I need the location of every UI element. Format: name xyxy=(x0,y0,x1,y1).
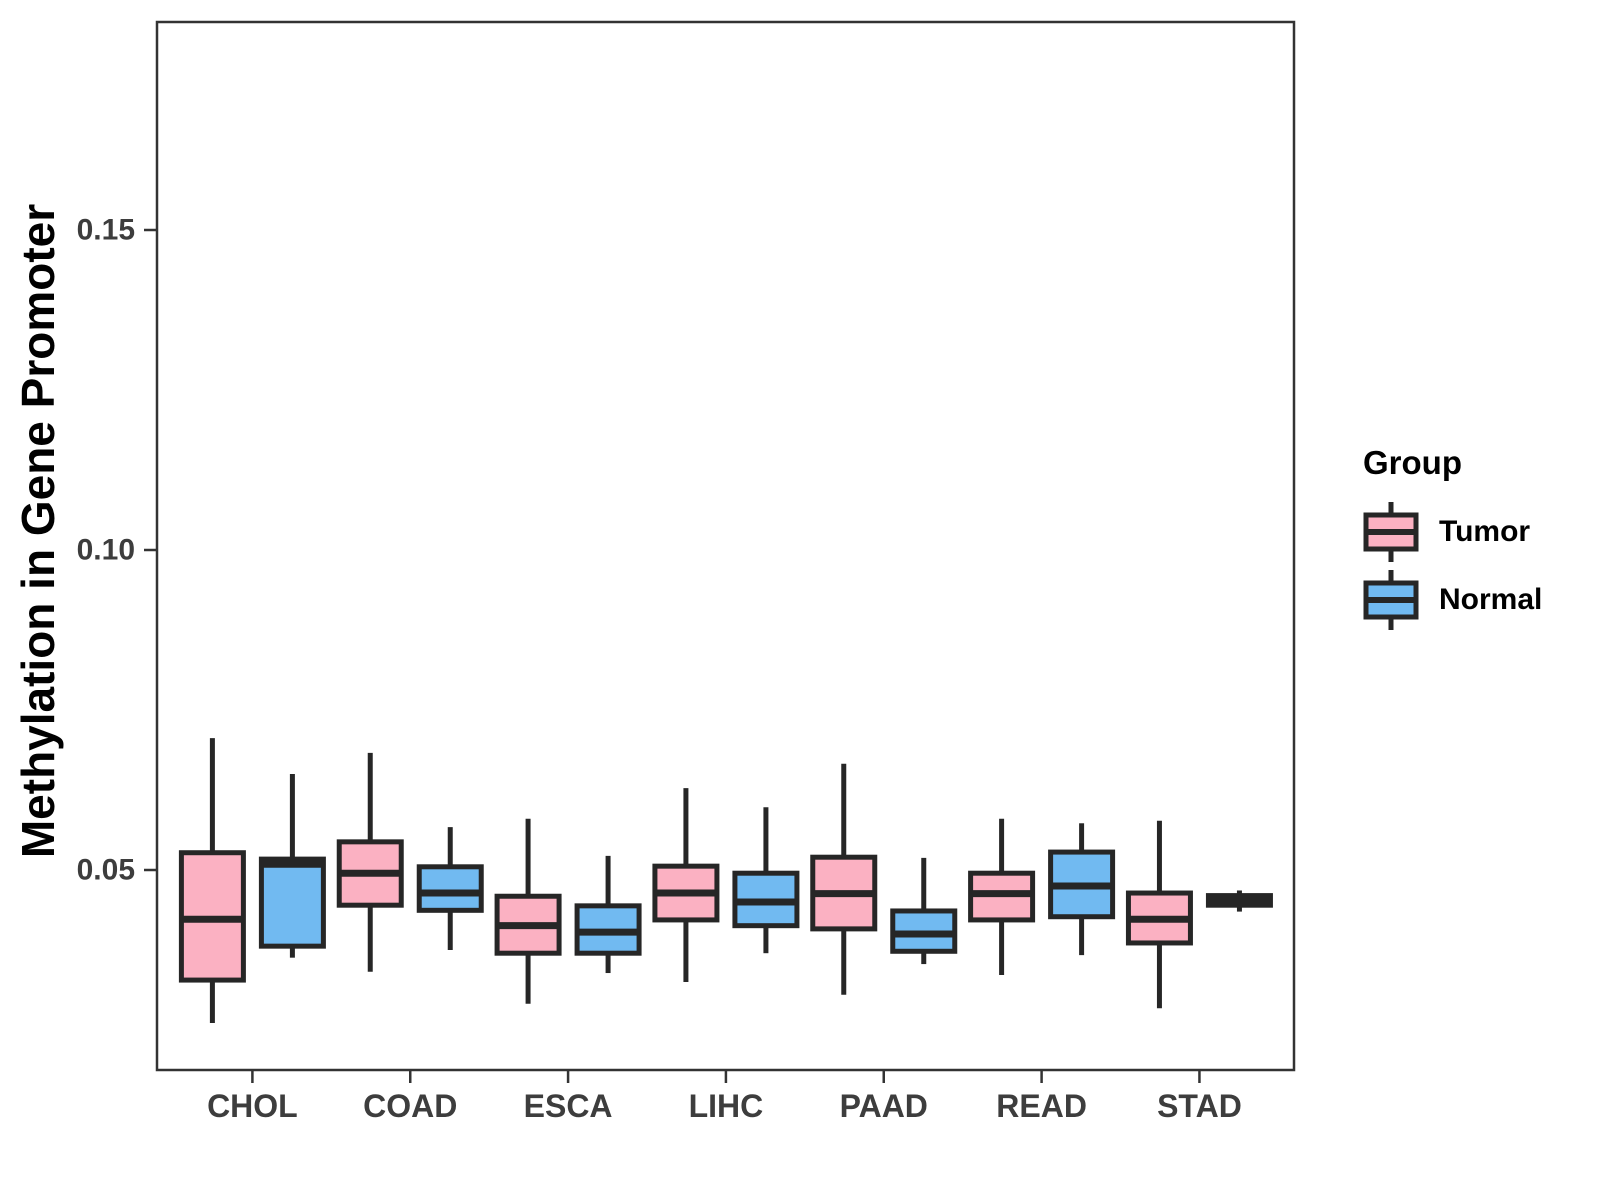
y-axis-title: Methylation in Gene Promoter xyxy=(12,203,64,859)
y-tick-label: 0.05 xyxy=(77,854,135,887)
boxplot-normal-coad xyxy=(416,827,484,950)
iqr-box xyxy=(258,856,326,949)
legend: Group Tumor Normal xyxy=(1363,440,1542,634)
x-tick-label: CHOL xyxy=(207,1088,298,1124)
boxplot-tumor-read xyxy=(968,818,1036,975)
x-tick-label: STAD xyxy=(1157,1088,1242,1124)
legend-entry-tumor: Tumor xyxy=(1363,498,1542,566)
plot-panel xyxy=(155,20,1296,1072)
boxplot-tumor-esca xyxy=(494,818,562,1004)
y-tick-label: 0.10 xyxy=(77,534,135,567)
boxplot-tumor-coad xyxy=(336,752,404,972)
boxplot-normal-esca xyxy=(574,855,642,974)
y-tick-label: 0.15 xyxy=(77,214,135,247)
legend-label-tumor: Tumor xyxy=(1439,515,1531,548)
x-tick-label: ESCA xyxy=(524,1088,613,1124)
normal-boxplot-key-icon xyxy=(1363,570,1419,630)
boxplot-normal-paad xyxy=(890,857,958,965)
boxplot-tumor-chol xyxy=(178,738,246,1023)
legend-label-normal: Normal xyxy=(1439,583,1543,616)
boxplot-tumor-paad xyxy=(810,763,878,995)
boxplot-normal-lihc xyxy=(732,807,800,954)
x-tick-label: READ xyxy=(996,1088,1087,1124)
boxplot-normal-chol xyxy=(258,774,326,958)
boxplot-tumor-lihc xyxy=(652,788,720,982)
x-tick-label: PAAD xyxy=(840,1088,928,1124)
iqr-box xyxy=(416,864,484,913)
boxplot-normal-read xyxy=(1048,823,1116,956)
boxplot-tumor-stad xyxy=(1125,820,1193,1009)
legend-title: Group xyxy=(1363,444,1462,481)
boxplot-normal-stad xyxy=(1205,890,1273,912)
legend-entry-normal: Normal xyxy=(1363,566,1542,634)
x-tick-label: LIHC xyxy=(689,1088,764,1124)
x-tick-label: COAD xyxy=(363,1088,457,1124)
tumor-boxplot-key-icon xyxy=(1363,502,1419,562)
